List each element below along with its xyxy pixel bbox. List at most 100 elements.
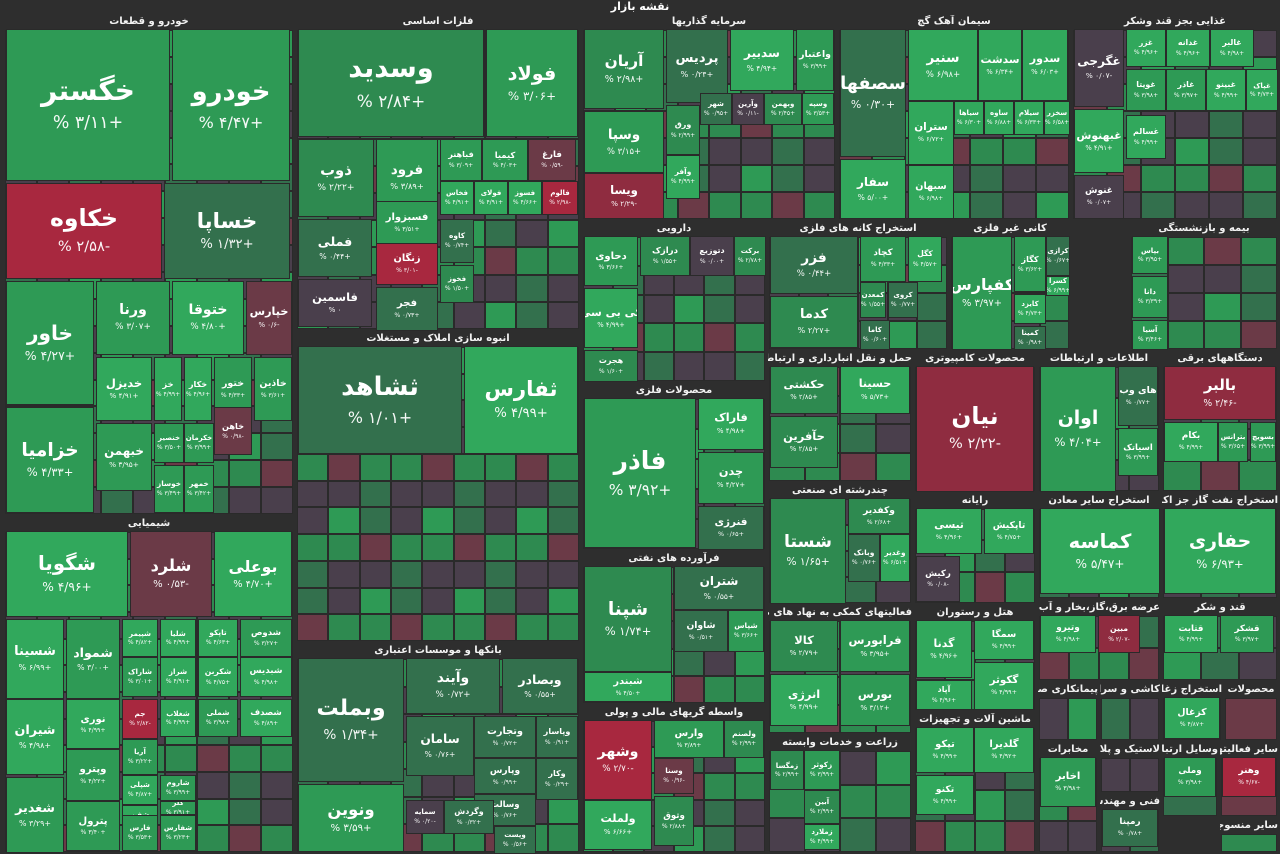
tile-unlabeled[interactable] [1209,192,1243,219]
tile-unlabeled[interactable] [261,487,293,514]
tile-شگویا[interactable]: شگویا +۴/۹۶ % [6,531,128,617]
tile-unlabeled[interactable] [516,480,548,508]
tile-کفپارس[interactable]: کفپارس +۳/۹۷ % [952,236,1012,350]
tile-unlabeled[interactable] [704,675,735,703]
tile-unlabeled[interactable] [516,560,548,588]
tile-شپلی[interactable]: شپلی +۴/۸۷ % [122,775,158,805]
tile-وپترو[interactable]: وپترو +۴/۲۲ % [66,749,120,801]
tile-unlabeled[interactable] [422,587,454,615]
tile-بکام[interactable]: بکام +۴/۹۹ % [1164,422,1218,462]
tile-unlabeled[interactable] [453,560,485,588]
tile-سدور[interactable]: سدور +۶/۰۳ % [1022,29,1068,101]
tile-unlabeled[interactable] [516,453,548,481]
tile-شبدیس[interactable]: شبدیس +۴/۹۸ % [240,657,292,697]
tile-unlabeled[interactable] [734,648,765,676]
tile-unlabeled[interactable] [547,534,579,561]
tile-unlabeled[interactable] [547,220,579,248]
tile-ویسا[interactable]: ویسا -۲/۲۹ % [584,173,664,219]
tile-وثوق[interactable]: وثوق +۲/۸۸ % [654,796,694,846]
tile-unlabeled[interactable] [704,323,735,353]
tile-های وب[interactable]: های وب +۰/۷۷ % [1118,366,1158,426]
tile-unlabeled[interactable] [516,507,548,535]
tile-unlabeled[interactable] [970,138,1004,165]
tile-unlabeled[interactable] [485,301,517,329]
tile-شتران[interactable]: شتران +۰/۵۵ % [674,566,764,610]
tile-unlabeled[interactable] [704,825,735,852]
tile-ختوقا[interactable]: ختوقا +۴/۸۰ % [172,281,244,355]
tile-unlabeled[interactable] [328,453,360,481]
tile-unlabeled[interactable] [1243,165,1277,192]
tile-unlabeled[interactable] [1003,165,1037,192]
tile-unlabeled[interactable] [391,560,423,588]
tile-کمعدن[interactable]: کمعدن +۱/۵۵ % [860,282,886,318]
tile-unlabeled[interactable] [197,772,229,799]
tile-unlabeled[interactable] [1068,820,1097,852]
tile-unlabeled[interactable] [704,352,735,381]
tile-انرژی[interactable]: انرژی +۴/۹۹ % [770,674,838,726]
tile-خپارس[interactable]: خپارس -۰/۶ % [246,281,292,355]
tile-ورق[interactable]: ورق +۲/۹۹ % [666,105,700,155]
tile-unlabeled[interactable] [485,220,517,248]
tile-ونوین[interactable]: ونوین +۳/۵۹ % [298,784,404,852]
tile-unlabeled[interactable] [453,453,485,481]
tile-وبانک[interactable]: وبانک +۰/۷۶ % [848,534,880,582]
tile-برکت[interactable]: برکت +۲/۷۸ % [734,236,766,276]
tile-unlabeled[interactable] [975,821,1005,852]
tile-unlabeled[interactable] [772,138,804,165]
tile-unlabeled[interactable] [674,675,705,703]
tile-نیان[interactable]: نیان -۲/۲۲ % [916,366,1034,492]
tile-unlabeled[interactable] [734,675,765,703]
tile-unlabeled[interactable] [1005,790,1035,821]
tile-unlabeled[interactable] [261,433,293,461]
tile-شهر[interactable]: شهر +۰/۹۵ % [700,93,732,125]
tile-شاروم[interactable]: شاروم +۳/۹۹ % [160,775,196,801]
tile-سفار[interactable]: سفار +۵/۰۰ % [840,159,906,219]
tile-شپنا[interactable]: شپنا +۱/۷۴ % [584,566,672,672]
tile-unlabeled[interactable] [1130,698,1159,740]
tile-unlabeled[interactable] [453,480,485,508]
tile-unlabeled[interactable] [422,560,454,588]
tile-unlabeled[interactable] [359,560,391,588]
tile-unlabeled[interactable] [229,772,261,799]
tile-unlabeled[interactable] [1240,265,1277,293]
tile-unlabeled[interactable] [516,301,548,329]
tile-شپیمر[interactable]: شپیمر +۴/۸۲ % [122,619,158,657]
tile-فاذر[interactable]: فاذر +۳/۹۲ % [584,398,696,548]
tile-unlabeled[interactable] [422,480,454,508]
tile-پردیس[interactable]: پردیس +۰/۲۴ % [666,29,728,103]
tile-unlabeled[interactable] [422,507,454,535]
tile-کرازی[interactable]: کرازی +۰/۶۷ % [1046,236,1070,276]
tile-کی بی سی[interactable]: کی بی سی +۴/۹۹ % [584,288,638,348]
tile-unlabeled[interactable] [229,460,261,488]
tile-فخاس[interactable]: فخاس +۴/۹۱ % [440,181,474,215]
tile-خمهر[interactable]: خمهر +۳/۴۲ % [184,465,214,513]
tile-آبین[interactable]: آبین +۲/۹۹ % [804,790,840,824]
tile-unlabeled[interactable] [328,480,360,508]
tile-کلر[interactable]: کلر +۳/۹۱ % [160,801,196,815]
tile-unlabeled[interactable] [1201,460,1239,491]
tile-ذوب[interactable]: ذوب +۲/۲۲ % [298,139,374,217]
tile-فارغ[interactable]: فارغ -۰/۵۹ % [528,139,576,181]
tile-unlabeled[interactable] [734,825,765,852]
tile-شاوان[interactable]: شاوان +۰/۵۱ % [674,610,728,652]
tile-unlabeled[interactable] [391,453,423,481]
tile-کدما[interactable]: کدما +۲/۲۷ % [770,296,858,348]
tile-سمایه[interactable]: سمایه -۰/۲۰ % [406,800,444,834]
tile-خکار[interactable]: خکار +۴/۹۶ % [184,357,212,421]
tile-خنصیر[interactable]: خنصیر +۳/۵۰ % [154,423,184,463]
tile-کروی[interactable]: کروی +۰/۷۷ % [888,282,918,318]
tile-unlabeled[interactable] [547,453,579,481]
tile-کالا[interactable]: کالا +۲/۷۹ % [770,620,838,672]
tile-شپاس[interactable]: شپاس +۳/۶۶ % [728,610,764,652]
tile-ثشاهد[interactable]: ثشاهد +۱/۰۱ % [298,346,462,454]
tile-unlabeled[interactable] [917,293,947,321]
tile-نوری[interactable]: نوری +۴/۹۹ % [66,699,120,749]
tile-unlabeled[interactable] [734,294,765,324]
tile-کسرا[interactable]: کسرا +۶/۹۹ % [1046,276,1070,296]
tile-unlabeled[interactable] [261,798,293,826]
tile-شبندر[interactable]: شبندر +۴/۵۰ % [584,672,672,702]
tile-سخزر[interactable]: سخزر +۶/۵۸ % [1044,101,1070,135]
tile-unlabeled[interactable] [1239,460,1277,491]
tile-unlabeled[interactable] [1101,758,1130,792]
tile-بالبر[interactable]: بالبر -۲/۴۶ % [1164,366,1276,420]
